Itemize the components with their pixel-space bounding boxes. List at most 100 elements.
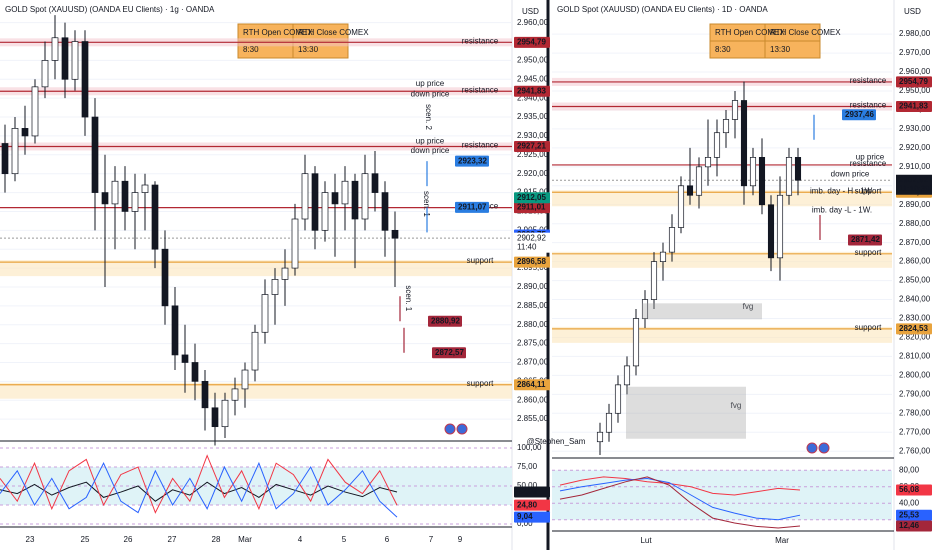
y-tick-label: 2.870,00	[517, 358, 549, 367]
price-tag-label: 2871,42	[851, 235, 880, 244]
y-tick-label: 2.880,00	[899, 219, 931, 228]
rth-time: 13:30	[770, 45, 791, 54]
candle-body	[31, 86, 39, 137]
level-label: resistance	[850, 76, 887, 85]
price-tag	[432, 347, 466, 359]
price-tag	[514, 192, 550, 204]
price-tag	[428, 315, 462, 327]
last-price-label: 2902,92	[899, 175, 928, 184]
candle-body	[11, 128, 19, 175]
y-tick-label: 2.850,00	[899, 276, 931, 285]
rth-header: RTH Close COMEX	[298, 28, 369, 37]
candle-body	[191, 362, 199, 382]
y-tick-label: 2.950,00	[899, 86, 931, 95]
candle-body	[695, 166, 703, 196]
candle-body	[131, 192, 139, 212]
candle-body	[722, 119, 730, 134]
candle-body	[641, 299, 649, 319]
y-tick-label: 2.885,00	[517, 301, 549, 310]
price-tag	[514, 36, 550, 48]
candle-body	[650, 261, 658, 300]
annotation: up price	[416, 79, 445, 88]
price-tag	[514, 511, 550, 523]
annotation: fvg	[743, 302, 754, 311]
x-tick-label: 5	[342, 535, 347, 544]
price-tag	[514, 486, 550, 498]
chart-title: GOLD Spot (XAUUSD) (OANDA EU Clients) · …	[5, 5, 215, 14]
level-label: support	[467, 256, 494, 265]
y-tick-label: 2.810,00	[899, 352, 931, 361]
candle-body	[659, 251, 667, 262]
price-tag	[514, 202, 550, 214]
annotation: fvg	[731, 401, 742, 410]
price-tag-label: 2864,11	[517, 380, 546, 389]
candle-body	[677, 185, 685, 228]
level-label: support	[855, 323, 882, 332]
y-tick-label: 2.960,00	[899, 67, 931, 76]
osc-line	[0, 481, 398, 502]
x-tick-label: 9	[458, 535, 463, 544]
y-tick-label: 2.940,00	[517, 93, 549, 102]
price-tag-label: 24,80	[517, 500, 538, 509]
candle-body	[121, 180, 129, 212]
candle-body	[794, 157, 802, 181]
candle-body	[1, 143, 9, 175]
osc-tick-label: 80,00	[899, 465, 920, 474]
level-label: support	[855, 248, 882, 257]
candle-body	[231, 388, 239, 401]
candle-body	[614, 384, 622, 414]
candle-body	[704, 157, 712, 168]
annotation: down price	[411, 146, 450, 155]
rth-header: RTH Close COMEX	[770, 28, 841, 37]
candle-body	[221, 399, 229, 428]
osc-tick-label: 0,00	[517, 519, 533, 528]
candle-body	[151, 184, 159, 250]
price-tag	[842, 109, 876, 121]
candle-body	[596, 431, 604, 443]
osc-tick-label: 100,00	[517, 443, 542, 452]
y-tick-label: 2.890,00	[517, 282, 549, 291]
candle-body	[381, 192, 389, 231]
annotation: up price	[416, 137, 445, 146]
candle-body	[281, 267, 289, 280]
price-tag	[896, 484, 932, 496]
currency: USD	[522, 7, 539, 16]
candle-body	[331, 192, 339, 205]
x-tick-label: Mar	[238, 535, 252, 544]
price-tag-label: 2927,21	[517, 142, 546, 151]
annotation: imb. day -L - 1W.	[812, 206, 872, 215]
price-tag-label: 2954,79	[899, 77, 928, 86]
x-tick-label: 26	[124, 535, 133, 544]
y-tick-label: 2.960,00	[517, 18, 549, 27]
level-label: resistance	[462, 141, 499, 150]
candle-body	[351, 180, 359, 220]
candle-body	[301, 173, 309, 220]
candle-body	[623, 365, 631, 386]
x-tick-label: 4	[298, 535, 303, 544]
y-tick-label: 2.840,00	[899, 295, 931, 304]
y-tick-label: 2.770,00	[899, 427, 931, 436]
y-tick-label: 2.980,00	[899, 29, 931, 38]
price-tag	[455, 201, 489, 213]
candle-body	[731, 100, 739, 120]
y-tick-label: 2.915,00	[517, 188, 549, 197]
price-tag-label: 2923,32	[458, 156, 487, 165]
rth-time: 13:30	[298, 45, 319, 54]
candle-body	[101, 192, 109, 205]
candle-body	[21, 128, 29, 137]
candle-body	[361, 173, 369, 220]
candle-body	[241, 369, 249, 390]
flag-icon	[456, 423, 468, 435]
candle-body	[713, 132, 721, 158]
price-tag-label: 2941,83	[517, 86, 546, 95]
flag-icon	[444, 423, 456, 435]
y-tick-label: 2.890,00	[899, 200, 931, 209]
candle-body	[71, 41, 79, 80]
last-price-tag	[896, 174, 932, 195]
level-label: resistance	[462, 36, 499, 45]
osc-line	[559, 476, 801, 529]
rth-time: 8:30	[243, 45, 259, 54]
candle-body	[261, 294, 269, 333]
price-tag-label: 2941,83	[899, 102, 928, 111]
price-tag-label: 9,04	[517, 512, 533, 521]
